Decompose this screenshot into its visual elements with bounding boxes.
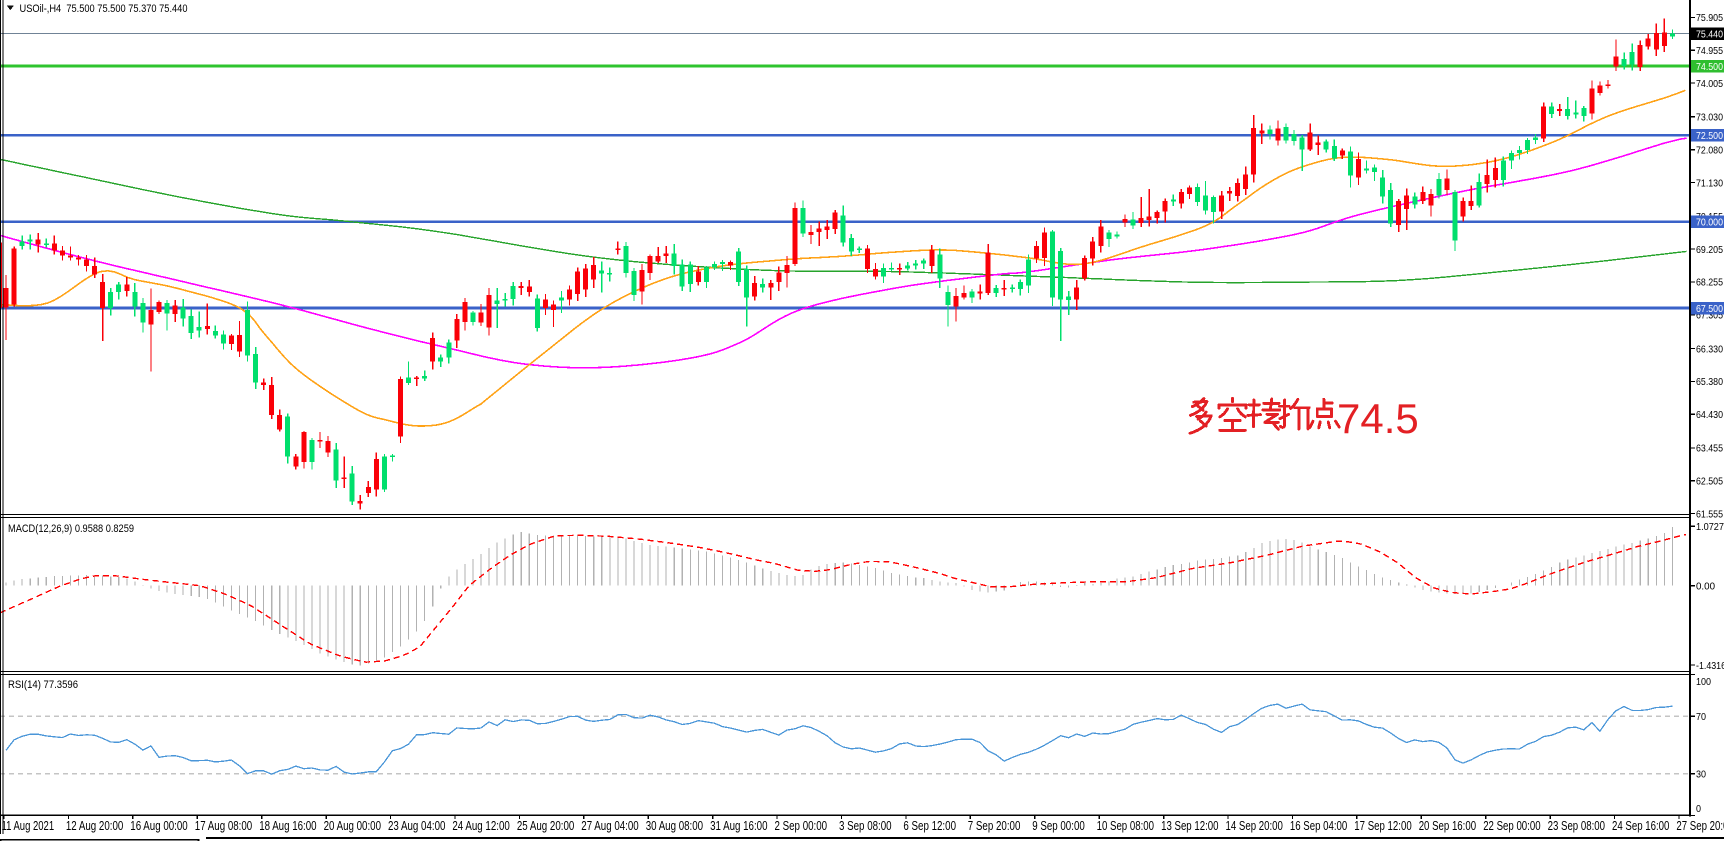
svg-text:25 Aug 20:00: 25 Aug 20:00 [517, 819, 574, 833]
svg-text:12 Aug 20:00: 12 Aug 20:00 [66, 819, 123, 833]
svg-text:73.030: 73.030 [1696, 112, 1723, 124]
svg-text:17 Sep 12:00: 17 Sep 12:00 [1354, 819, 1411, 833]
svg-text:13 Sep 12:00: 13 Sep 12:00 [1161, 819, 1218, 833]
svg-text:63.455: 63.455 [1696, 443, 1723, 455]
svg-text:74.5: 74.5 [1337, 395, 1419, 442]
svg-text:71.130: 71.130 [1696, 177, 1723, 189]
svg-text:61.555: 61.555 [1696, 508, 1723, 520]
svg-text:72.080: 72.080 [1696, 145, 1723, 157]
svg-text:0: 0 [1696, 803, 1701, 815]
svg-text:16 Aug 00:00: 16 Aug 00:00 [130, 819, 187, 833]
svg-text:9 Sep 00:00: 9 Sep 00:00 [1032, 819, 1085, 833]
svg-text:23 Sep 08:00: 23 Sep 08:00 [1548, 819, 1605, 833]
svg-text:27 Aug 04:00: 27 Aug 04:00 [581, 819, 638, 833]
svg-text:64.430: 64.430 [1696, 409, 1723, 421]
svg-text:65.380: 65.380 [1696, 376, 1723, 388]
svg-text:20 Aug 00:00: 20 Aug 00:00 [324, 819, 381, 833]
svg-text:72.500: 72.500 [1696, 130, 1723, 142]
svg-text:23 Aug 04:00: 23 Aug 04:00 [388, 819, 445, 833]
svg-text:22 Sep 00:00: 22 Sep 00:00 [1483, 819, 1540, 833]
svg-text:70.000: 70.000 [1696, 217, 1723, 229]
svg-text:74.005: 74.005 [1696, 78, 1723, 90]
svg-text:24 Aug 12:00: 24 Aug 12:00 [452, 819, 509, 833]
svg-text:69.205: 69.205 [1696, 244, 1723, 256]
svg-text:30: 30 [1696, 769, 1706, 781]
svg-text:7 Sep 20:00: 7 Sep 20:00 [968, 819, 1021, 833]
svg-text:74.500: 74.500 [1696, 61, 1723, 73]
svg-text:75.905: 75.905 [1696, 12, 1723, 24]
svg-text:24 Sep 16:00: 24 Sep 16:00 [1612, 819, 1669, 833]
svg-text:31 Aug 16:00: 31 Aug 16:00 [710, 819, 767, 833]
svg-text:18 Aug 16:00: 18 Aug 16:00 [259, 819, 316, 833]
svg-text:70: 70 [1696, 711, 1706, 723]
svg-text:20 Sep 16:00: 20 Sep 16:00 [1419, 819, 1476, 833]
svg-text:62.505: 62.505 [1696, 476, 1723, 488]
svg-text:75.440: 75.440 [1696, 28, 1723, 40]
svg-text:17 Aug 08:00: 17 Aug 08:00 [195, 819, 252, 833]
svg-text:MACD(12,26,9) 0.9588 0.8259: MACD(12,26,9) 0.9588 0.8259 [8, 523, 134, 535]
svg-text:30 Aug 08:00: 30 Aug 08:00 [646, 819, 703, 833]
svg-text:100: 100 [1696, 676, 1711, 688]
svg-text:1.0727: 1.0727 [1696, 521, 1724, 533]
svg-text:3 Sep 08:00: 3 Sep 08:00 [839, 819, 892, 833]
svg-text:-1.4316: -1.4316 [1696, 660, 1724, 672]
svg-text:74.955: 74.955 [1696, 45, 1723, 57]
svg-text:2 Sep 00:00: 2 Sep 00:00 [775, 819, 828, 833]
svg-text:USOil-,H4 75.500 75.500 75.37: USOil-,H4 75.500 75.500 75.370 75.440 [20, 3, 188, 15]
svg-text:66.330: 66.330 [1696, 343, 1723, 355]
svg-text:6 Sep 12:00: 6 Sep 12:00 [903, 819, 956, 833]
svg-text:68.255: 68.255 [1696, 277, 1723, 289]
svg-text:16 Sep 04:00: 16 Sep 04:00 [1290, 819, 1347, 833]
svg-text:67.500: 67.500 [1696, 303, 1723, 315]
svg-text:11 Aug 2021: 11 Aug 2021 [2, 819, 55, 833]
svg-text:RSI(14) 77.3596: RSI(14) 77.3596 [8, 679, 78, 691]
svg-text:27 Sep 20:00: 27 Sep 20:00 [1676, 819, 1724, 833]
svg-text:0.00: 0.00 [1696, 581, 1715, 593]
svg-text:14 Sep 20:00: 14 Sep 20:00 [1226, 819, 1283, 833]
svg-text:10 Sep 08:00: 10 Sep 08:00 [1097, 819, 1154, 833]
